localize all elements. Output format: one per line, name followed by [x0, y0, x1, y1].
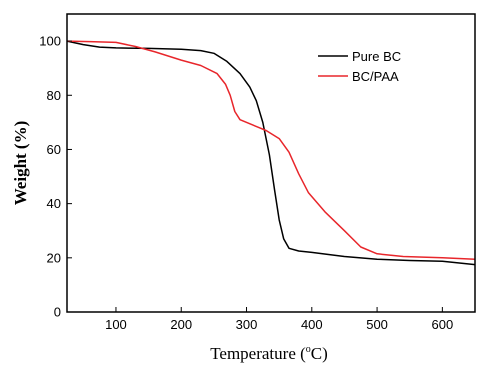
x-axis-title: Temperature (oC)	[210, 344, 328, 363]
plot-lines	[66, 40, 476, 266]
series-line-bc-paa	[66, 40, 476, 260]
x-tick-label: 300	[236, 317, 258, 332]
x-tick-label: 500	[366, 317, 388, 332]
y-tick-label: 20	[47, 250, 61, 265]
y-tick-label: 40	[47, 196, 61, 211]
x-axis-title-unit: C)	[311, 344, 328, 363]
y-tick-label: 80	[47, 88, 61, 103]
x-axis-title-main: Temperature (	[210, 344, 306, 363]
y-tick-label: 0	[54, 305, 61, 320]
x-ticks: 100 200 300 400 500 600	[105, 307, 453, 332]
x-tick-label: 400	[301, 317, 323, 332]
legend-label-bc-paa: BC/PAA	[352, 69, 399, 84]
x-axis-title-degree: o	[306, 344, 311, 355]
x-tick-label: 600	[432, 317, 454, 332]
legend-label-pure-bc: Pure BC	[352, 49, 401, 64]
x-tick-label: 200	[170, 317, 192, 332]
series-line-pure-bc	[66, 40, 476, 266]
x-tick-label: 100	[105, 317, 127, 332]
y-tick-label: 100	[39, 34, 61, 49]
y-ticks: 0 20 40 60 80 100	[39, 34, 72, 320]
legend: Pure BC BC/PAA	[318, 49, 401, 84]
plot-frame	[66, 13, 476, 313]
y-tick-label: 60	[47, 142, 61, 157]
y-axis-title: Weight (%)	[11, 121, 30, 206]
